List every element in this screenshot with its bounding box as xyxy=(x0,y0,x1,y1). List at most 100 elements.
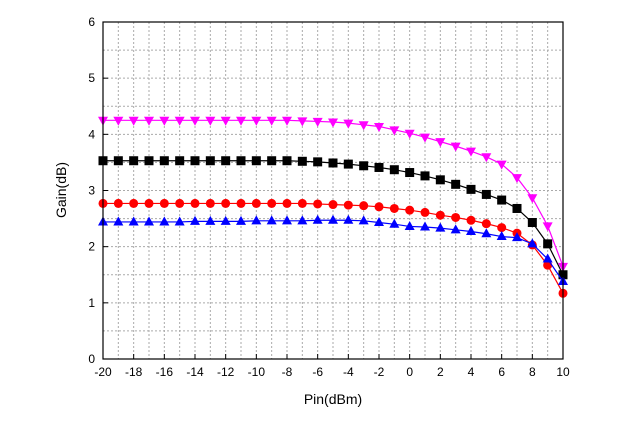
y-tick-label: 0 xyxy=(88,352,95,366)
data-point xyxy=(466,226,476,236)
x-tick-label: -12 xyxy=(217,365,235,379)
data-point xyxy=(266,116,277,126)
data-point xyxy=(174,116,185,126)
data-point xyxy=(221,156,231,166)
series-triangle-down xyxy=(98,116,568,272)
data-point xyxy=(220,116,231,126)
data-point xyxy=(435,222,446,232)
x-tick-label: 10 xyxy=(556,365,570,379)
y-tick-label: 1 xyxy=(88,296,95,310)
data-point xyxy=(343,214,354,224)
data-point xyxy=(205,198,215,208)
data-point xyxy=(251,198,261,208)
data-point xyxy=(496,231,507,241)
data-point xyxy=(251,116,262,126)
x-axis-label: Pin(dBm) xyxy=(304,391,362,407)
data-point xyxy=(404,220,415,230)
data-point xyxy=(389,165,399,175)
data-point xyxy=(113,116,124,126)
data-point xyxy=(374,122,384,132)
data-point xyxy=(175,198,185,208)
data-point xyxy=(113,156,123,166)
data-point xyxy=(389,126,400,136)
data-point xyxy=(129,156,139,166)
x-tick-label: -20 xyxy=(94,365,112,379)
data-point xyxy=(512,203,522,213)
data-point xyxy=(313,157,323,167)
data-point xyxy=(174,216,185,226)
data-point xyxy=(450,224,461,234)
data-point xyxy=(129,198,139,208)
y-tick-label: 5 xyxy=(88,71,95,85)
data-point xyxy=(405,168,415,178)
data-point xyxy=(144,198,154,208)
x-tick-label: -4 xyxy=(343,365,354,379)
data-point xyxy=(466,184,476,194)
data-point xyxy=(389,218,400,228)
data-point xyxy=(527,194,538,204)
x-tick-label: -2 xyxy=(374,365,385,379)
data-point xyxy=(328,200,338,210)
data-point xyxy=(144,116,154,126)
data-point xyxy=(144,216,154,226)
data-point xyxy=(236,198,246,208)
data-point xyxy=(267,198,277,208)
data-point xyxy=(404,129,415,139)
data-point xyxy=(221,198,231,208)
x-tick-label: 8 xyxy=(529,365,536,379)
data-point xyxy=(389,203,399,213)
data-point xyxy=(450,142,461,152)
data-point xyxy=(481,219,491,229)
data-point xyxy=(328,118,338,128)
data-point xyxy=(282,198,292,208)
data-point xyxy=(266,215,277,225)
data-point xyxy=(205,116,216,126)
y-axis-label: Gain(dB) xyxy=(53,162,69,218)
data-point xyxy=(374,202,384,212)
data-point xyxy=(312,214,323,224)
data-point xyxy=(435,138,446,148)
y-tick-label: 2 xyxy=(88,240,95,254)
data-point xyxy=(159,156,169,166)
y-tick-label: 3 xyxy=(88,184,95,198)
data-point xyxy=(527,218,537,228)
data-point xyxy=(435,210,445,220)
data-point xyxy=(190,116,200,126)
x-tick-label: -14 xyxy=(186,365,204,379)
data-point xyxy=(343,159,353,169)
data-point xyxy=(236,156,246,166)
data-point xyxy=(159,116,170,126)
y-tick-label: 6 xyxy=(88,15,95,29)
data-point xyxy=(128,216,139,226)
data-point xyxy=(282,116,292,126)
data-point xyxy=(466,147,476,157)
data-point xyxy=(313,199,323,209)
data-point xyxy=(190,215,200,225)
data-point xyxy=(497,223,507,233)
data-point xyxy=(175,156,185,166)
data-point xyxy=(159,198,169,208)
data-point xyxy=(236,116,246,126)
x-tick-label: -8 xyxy=(282,365,293,379)
data-point xyxy=(251,156,261,166)
data-point xyxy=(420,171,430,181)
data-point xyxy=(435,175,445,185)
data-point xyxy=(220,215,231,225)
x-tick-label: 2 xyxy=(437,365,444,379)
data-point xyxy=(343,119,354,129)
data-point xyxy=(190,198,200,208)
data-point xyxy=(451,179,461,189)
data-point xyxy=(282,156,292,166)
data-point xyxy=(159,216,170,226)
data-point xyxy=(543,239,553,249)
x-tick-label: 0 xyxy=(406,365,413,379)
grid xyxy=(103,22,563,359)
x-tick-label: 4 xyxy=(468,365,475,379)
data-point xyxy=(297,215,308,225)
data-point xyxy=(297,117,308,127)
data-point xyxy=(251,215,262,225)
data-point xyxy=(359,201,369,211)
data-point xyxy=(497,195,507,205)
